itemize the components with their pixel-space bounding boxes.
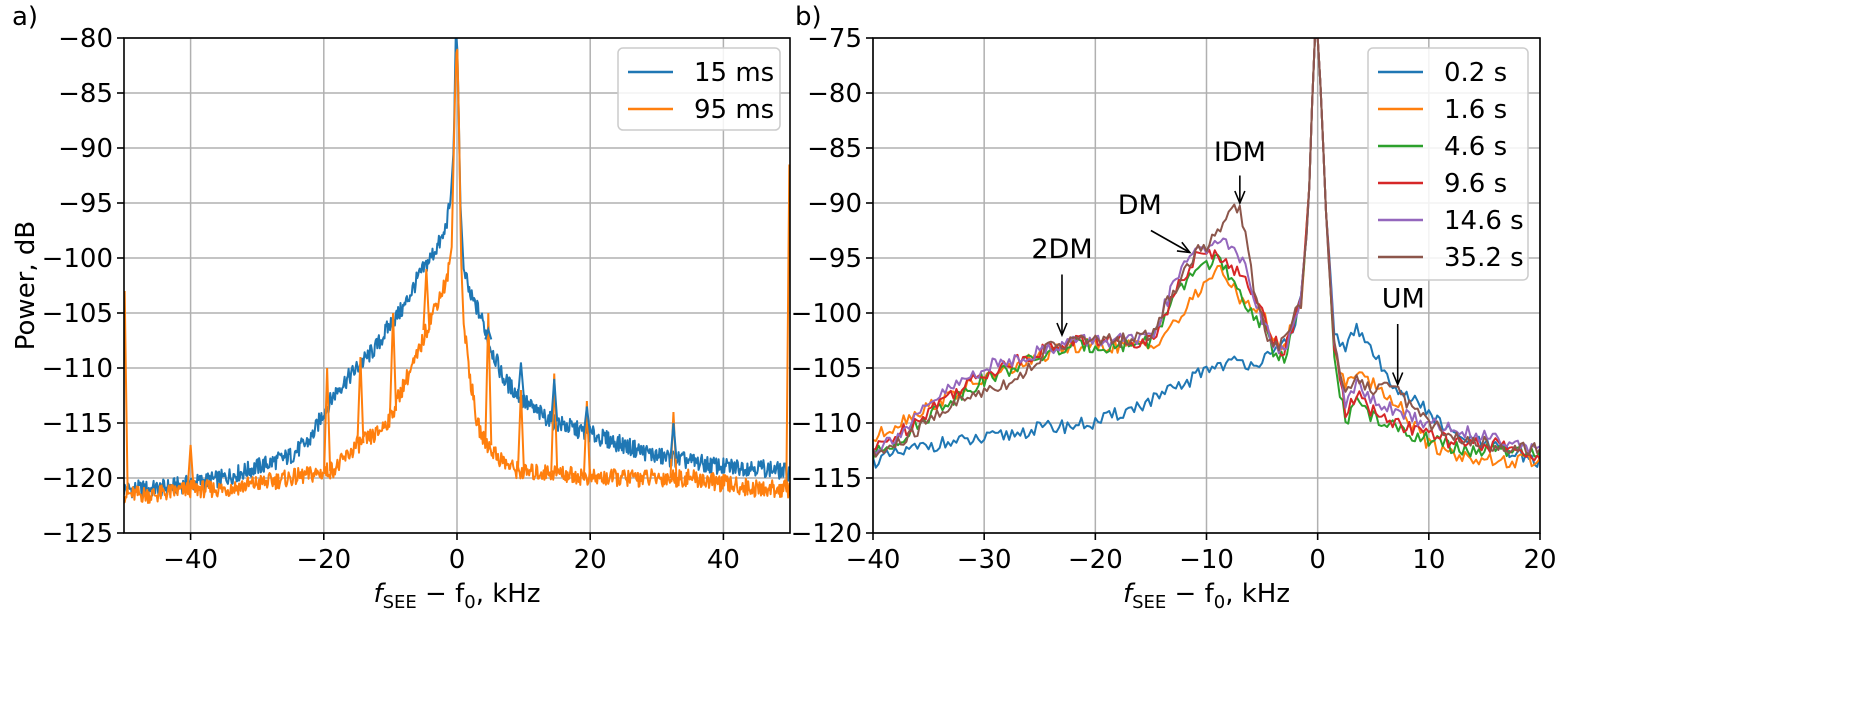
x-tick-label: 40 [707, 545, 740, 575]
x-tick-label: 10 [1412, 545, 1445, 575]
legend: 15 ms 95 ms [617, 47, 781, 131]
spike-3 [356, 356, 365, 444]
spike-5 [422, 268, 431, 331]
spike-1 [186, 444, 195, 490]
legend-label: 95 ms [694, 95, 774, 125]
annotation-IDM: IDM [1214, 137, 1266, 168]
plot-area [124, 38, 790, 504]
x-tick-label: 0 [1309, 545, 1326, 575]
x-tick-label: −40 [163, 545, 218, 575]
x-tick-label: −30 [957, 545, 1012, 575]
panel-b: −40 −30 −20 −10 0 10 20−120−115−110−105−100−95… [791, 2, 1557, 613]
y-tick-label: −90 [807, 189, 862, 219]
y-tick-label: −95 [807, 244, 862, 274]
y-tick-label: −80 [807, 79, 862, 109]
x-tick-label: −20 [296, 545, 351, 575]
annotation-arrow [1150, 229, 1191, 254]
x-tick-label: −10 [1179, 545, 1234, 575]
legend-label: 4.6 s [1444, 132, 1507, 162]
x-axis-label: fSEE − f0, kHz [1123, 579, 1290, 613]
arrow-head [1391, 372, 1404, 387]
x-axis-label: fSEE − f0, kHz [373, 579, 540, 613]
arrow-head [1176, 241, 1192, 254]
arrow-head [1056, 322, 1068, 338]
x-tick-label: 20 [574, 545, 607, 575]
panel-label: b) [795, 2, 822, 32]
y-tick-label: −110 [791, 409, 862, 439]
spike-13 [516, 362, 525, 399]
plot-area [873, 38, 1540, 469]
arrow-head [1234, 190, 1246, 206]
series-line-1.6-s [873, 38, 1540, 469]
y-tick-label: −110 [42, 354, 113, 384]
annotation-2DM: 2DM [1031, 234, 1092, 265]
legend-label: 14.6 s [1444, 206, 1524, 236]
legend-label: 35.2 s [1444, 243, 1524, 273]
y-axis-label: Power, dB [11, 221, 41, 350]
annotation-UM: UM [1382, 284, 1425, 315]
spike-7 [516, 389, 525, 472]
series-line-95-ms [124, 48, 790, 504]
series-line-15-ms [124, 38, 790, 499]
spike-15 [582, 406, 591, 434]
spike-8 [550, 373, 559, 473]
spike-14 [550, 378, 559, 422]
series-line-35.2-s [873, 38, 1540, 458]
x-tick-label: 0 [449, 545, 466, 575]
x-tick-label: −40 [846, 545, 901, 575]
series-line-0.2-s [873, 38, 1540, 469]
y-tick-label: −85 [807, 134, 862, 164]
y-tick-label: −100 [791, 299, 862, 329]
x-tick-label: −20 [1068, 545, 1123, 575]
legend-label: 1.6 s [1444, 95, 1507, 125]
legend-label: 15 ms [694, 58, 774, 88]
spike-16 [669, 422, 678, 459]
spike-6 [484, 312, 493, 446]
y-tick-label: −120 [791, 519, 862, 549]
legend-label: 0.2 s [1444, 58, 1507, 88]
spike-2 [323, 367, 332, 472]
y-tick-label: −90 [58, 134, 113, 164]
y-tick-label: −95 [58, 189, 113, 219]
spike-12 [484, 326, 493, 340]
spike-4 [389, 312, 398, 411]
y-tick-label: −100 [42, 244, 113, 274]
panel-label: a) [12, 2, 38, 32]
panel-a: −40 −20 0 20 40 −125 −120 −115 −110 −105 −100 −95 −9… [11, 2, 791, 613]
legend: 0.2 s 1.6 s 4.6 s 9.6 s 14.6 s 35.2 s [1367, 47, 1529, 281]
y-tick-label: −105 [42, 299, 113, 329]
legend-label: 9.6 s [1444, 169, 1507, 199]
y-tick-label: −85 [58, 79, 113, 109]
annotation-DM: DM [1118, 190, 1162, 221]
y-tick-label: −115 [42, 409, 113, 439]
y-tick-label: −125 [42, 519, 113, 549]
y-tick-label: −105 [791, 354, 862, 384]
y-tick-label: −75 [807, 24, 862, 54]
y-tick-label: −120 [42, 464, 113, 494]
y-tick-label: −115 [791, 464, 862, 494]
y-tick-label: −80 [58, 24, 113, 54]
legend-box [1367, 47, 1529, 281]
series-line-4.6-s [873, 38, 1540, 460]
x-tick-label: 20 [1523, 545, 1556, 575]
spike-9 [582, 400, 591, 478]
